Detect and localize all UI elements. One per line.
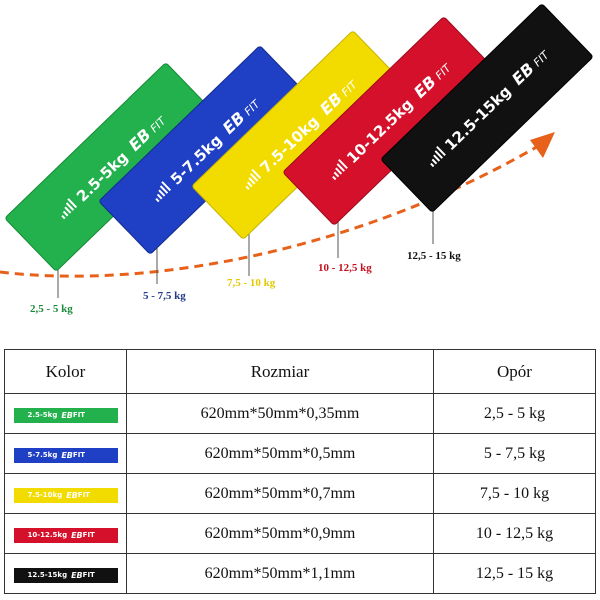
color-cell: 10-12.5kg EB FIT xyxy=(4,513,127,554)
swatch-label: 7.5-10kg xyxy=(27,491,63,500)
resistance-cell: 5 - 7,5 kg xyxy=(433,433,596,474)
header-rozmiar: Rozmiar xyxy=(126,349,434,394)
band-green: 2.5-5kg EB FIT xyxy=(5,63,217,271)
bands-illustration: 2.5-5kg EB FIT 5-7.5kg EB FIT 7.5-10 xyxy=(0,4,593,315)
resistance-label-black: 12,5 - 15 kg xyxy=(407,250,461,262)
size-cell: 620mm*50mm*1,1mm xyxy=(126,553,434,594)
level-bars-icon xyxy=(155,181,172,203)
color-cell: 2.5-5kg EB FIT xyxy=(4,393,127,434)
level-bars-icon xyxy=(332,159,348,181)
color-swatch-yellow: 7.5-10kg EB FIT xyxy=(13,487,118,503)
table-row: 5-7.5kg EB FIT 620mm*50mm*0,5mm 5 - 7,5 … xyxy=(4,433,596,474)
band-black-body xyxy=(381,4,593,212)
header-kolor: Kolor xyxy=(4,349,127,394)
resistance-cell: 7,5 - 10 kg xyxy=(433,473,596,514)
swatch-brand: EB xyxy=(66,490,78,500)
size-cell: 620mm*50mm*0,9mm xyxy=(126,513,434,554)
progression-arrow xyxy=(0,143,541,278)
swatch-fit: FIT xyxy=(82,571,95,580)
swatch-fit: FIT xyxy=(72,451,86,460)
color-swatch-red: 10-12.5kg EB FIT xyxy=(13,527,118,543)
swatch-brand: EB xyxy=(61,450,73,460)
band-black: 12.5-15kg EB FIT xyxy=(381,4,593,212)
color-cell: 7.5-10kg EB FIT xyxy=(4,473,127,514)
swatch-fit: FIT xyxy=(77,491,90,500)
level-bars-icon xyxy=(61,198,78,220)
size-cell: 620mm*50mm*0,35mm xyxy=(126,393,434,434)
table-row: 2.5-5kg EB FIT 620mm*50mm*0,35mm 2,5 - 5… xyxy=(4,393,596,434)
table-row: 12.5-15kg EB FIT 620mm*50mm*1,1mm 12,5 -… xyxy=(4,553,596,594)
resistance-cell: 10 - 12,5 kg xyxy=(433,513,596,554)
swatch-fit: FIT xyxy=(82,531,95,540)
table-row: 10-12.5kg EB FIT 620mm*50mm*0,9mm 10 - 1… xyxy=(4,513,596,554)
color-cell: 5-7.5kg EB FIT xyxy=(4,433,127,474)
resistance-label-yellow: 7,5 - 10 kg xyxy=(227,277,276,289)
resistance-cell: 12,5 - 15 kg xyxy=(433,553,596,594)
resistance-label-green: 2,5 - 5 kg xyxy=(30,303,73,315)
table-row: 7.5-10kg EB FIT 620mm*50mm*0,7mm 7,5 - 1… xyxy=(4,473,596,514)
color-swatch-black: 12.5-15kg EB FIT xyxy=(13,567,118,583)
swatch-brand: EB xyxy=(61,410,73,420)
header-opor: Opór xyxy=(433,349,596,394)
size-cell: 620mm*50mm*0,7mm xyxy=(126,473,434,514)
spec-table: Kolor Rozmiar Opór 2.5-5kg EB FIT 620mm*… xyxy=(4,349,596,594)
swatch-label: 5-7.5kg xyxy=(27,451,58,460)
color-swatch-blue: 5-7.5kg EB FIT xyxy=(13,447,118,463)
resistance-label-blue: 5 - 7,5 kg xyxy=(143,290,186,302)
arrow-head-icon xyxy=(530,132,555,158)
color-cell: 12.5-15kg EB FIT xyxy=(4,553,127,594)
table-header-row: Kolor Rozmiar Opór xyxy=(4,349,596,394)
resistance-label-red: 10 - 12,5 kg xyxy=(318,262,372,274)
swatch-brand: EB xyxy=(71,530,83,540)
swatch-label: 12.5-15kg xyxy=(27,571,68,580)
level-bars-icon xyxy=(430,146,446,168)
bands-svg: 2.5-5kg EB FIT 5-7.5kg EB FIT 7.5-10 xyxy=(0,4,593,298)
swatch-label: 2.5-5kg xyxy=(27,411,58,420)
color-swatch-green: 2.5-5kg EB FIT xyxy=(13,407,118,423)
size-cell: 620mm*50mm*0,5mm xyxy=(126,433,434,474)
swatch-fit: FIT xyxy=(72,411,86,420)
swatch-label: 10-12.5kg xyxy=(27,531,68,540)
resistance-cell: 2,5 - 5 kg xyxy=(433,393,596,434)
level-bars-icon xyxy=(245,168,262,191)
band-red: 10-12.5kg EB FIT xyxy=(283,17,495,225)
swatch-brand: EB xyxy=(71,570,83,580)
